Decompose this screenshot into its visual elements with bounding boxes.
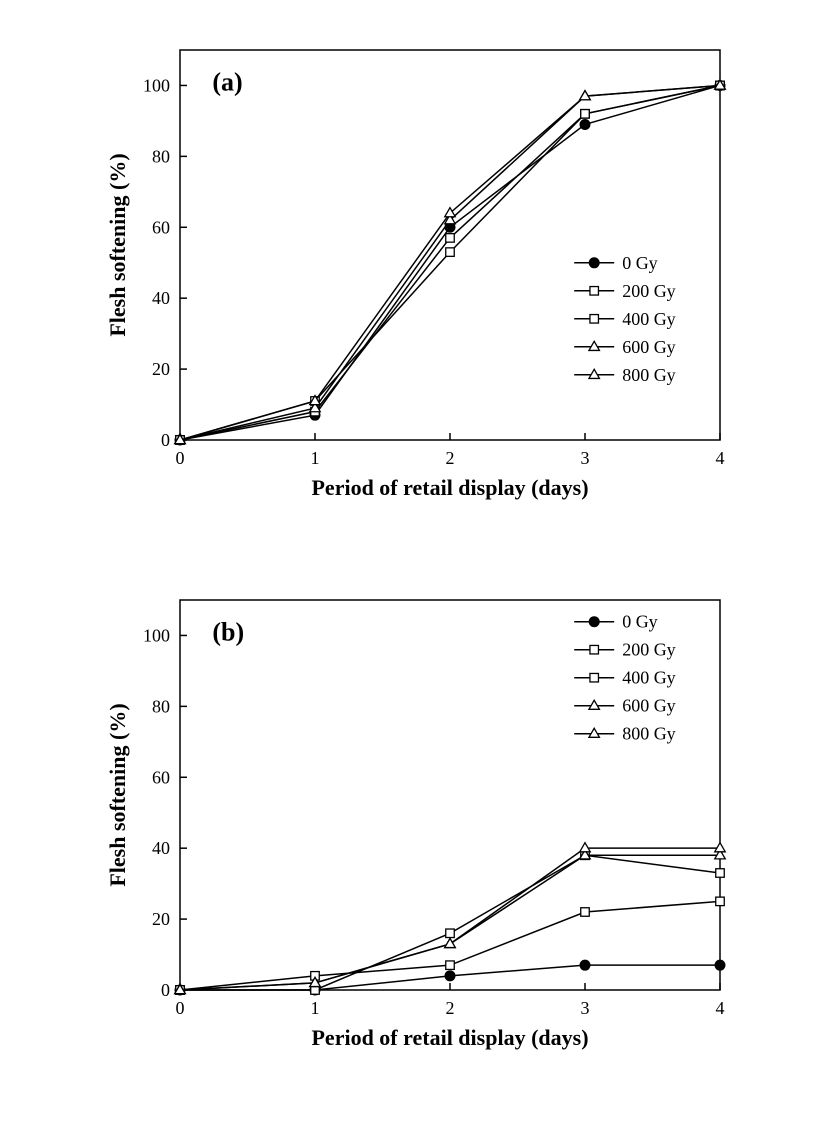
series-marker-2 — [581, 110, 590, 119]
chart-panel-b: 01234020406080100Period of retail displa… — [100, 580, 740, 1060]
y-axis-label: Flesh softening (%) — [105, 703, 130, 886]
y-tick-label: 80 — [152, 146, 170, 166]
legend-marker — [589, 617, 599, 627]
legend-label: 800 Gy — [622, 365, 676, 385]
legend-label: 200 Gy — [622, 640, 676, 660]
series-marker-0 — [580, 119, 590, 129]
legend-label: 200 Gy — [622, 281, 676, 301]
x-tick-label: 0 — [176, 448, 185, 468]
y-tick-label: 0 — [161, 980, 170, 1000]
series-marker-0 — [580, 960, 590, 970]
legend-label: 400 Gy — [622, 309, 676, 329]
legend-marker — [590, 287, 599, 296]
series-marker-4 — [580, 843, 591, 852]
legend-marker — [590, 645, 599, 654]
chart-panel-a: 01234020406080100Period of retail displa… — [100, 30, 740, 510]
figure-container: 01234020406080100Period of retail displa… — [0, 0, 827, 1121]
series-marker-0 — [445, 971, 455, 981]
y-tick-label: 20 — [152, 909, 170, 929]
y-axis-label: Flesh softening (%) — [105, 153, 130, 336]
series-marker-1 — [446, 248, 455, 257]
y-tick-label: 60 — [152, 767, 170, 787]
series-marker-2 — [446, 234, 455, 243]
legend-label: 0 Gy — [622, 612, 658, 632]
legend-marker — [589, 369, 600, 378]
x-axis-label: Period of retail display (days) — [311, 1025, 588, 1050]
series-marker-1 — [446, 961, 455, 970]
legend-label: 600 Gy — [622, 337, 676, 357]
series-marker-4 — [715, 843, 726, 852]
series-marker-4 — [445, 938, 456, 947]
panel-b: 01234020406080100Period of retail displa… — [100, 580, 740, 1060]
x-tick-label: 0 — [176, 998, 185, 1018]
y-tick-label: 20 — [152, 359, 170, 379]
x-tick-label: 3 — [581, 998, 590, 1018]
series-marker-1 — [716, 897, 725, 906]
x-tick-label: 2 — [446, 448, 455, 468]
x-tick-label: 4 — [716, 448, 725, 468]
y-tick-label: 80 — [152, 696, 170, 716]
legend-marker — [589, 700, 600, 709]
x-tick-label: 4 — [716, 998, 725, 1018]
legend-marker — [590, 673, 599, 682]
x-tick-label: 1 — [311, 998, 320, 1018]
panel-label: (a) — [212, 67, 242, 96]
y-tick-label: 40 — [152, 288, 170, 308]
legend-label: 600 Gy — [622, 696, 676, 716]
legend-marker — [589, 728, 600, 737]
x-tick-label: 3 — [581, 448, 590, 468]
panel-label: (b) — [212, 617, 244, 646]
legend-label: 400 Gy — [622, 668, 676, 688]
legend-label: 800 Gy — [622, 724, 676, 744]
legend-marker — [590, 315, 599, 324]
series-marker-1 — [581, 908, 590, 917]
series-marker-0 — [715, 960, 725, 970]
y-tick-label: 100 — [143, 75, 170, 95]
legend-marker — [589, 341, 600, 350]
x-tick-label: 2 — [446, 998, 455, 1018]
x-axis-label: Period of retail display (days) — [311, 475, 588, 500]
legend-marker — [589, 258, 599, 268]
y-tick-label: 40 — [152, 838, 170, 858]
x-tick-label: 1 — [311, 448, 320, 468]
series-marker-2 — [446, 929, 455, 938]
y-tick-label: 100 — [143, 625, 170, 645]
panel-a: 01234020406080100Period of retail displa… — [100, 30, 740, 510]
series-marker-2 — [716, 869, 725, 878]
y-tick-label: 0 — [161, 430, 170, 450]
legend-label: 0 Gy — [622, 253, 658, 273]
y-tick-label: 60 — [152, 217, 170, 237]
